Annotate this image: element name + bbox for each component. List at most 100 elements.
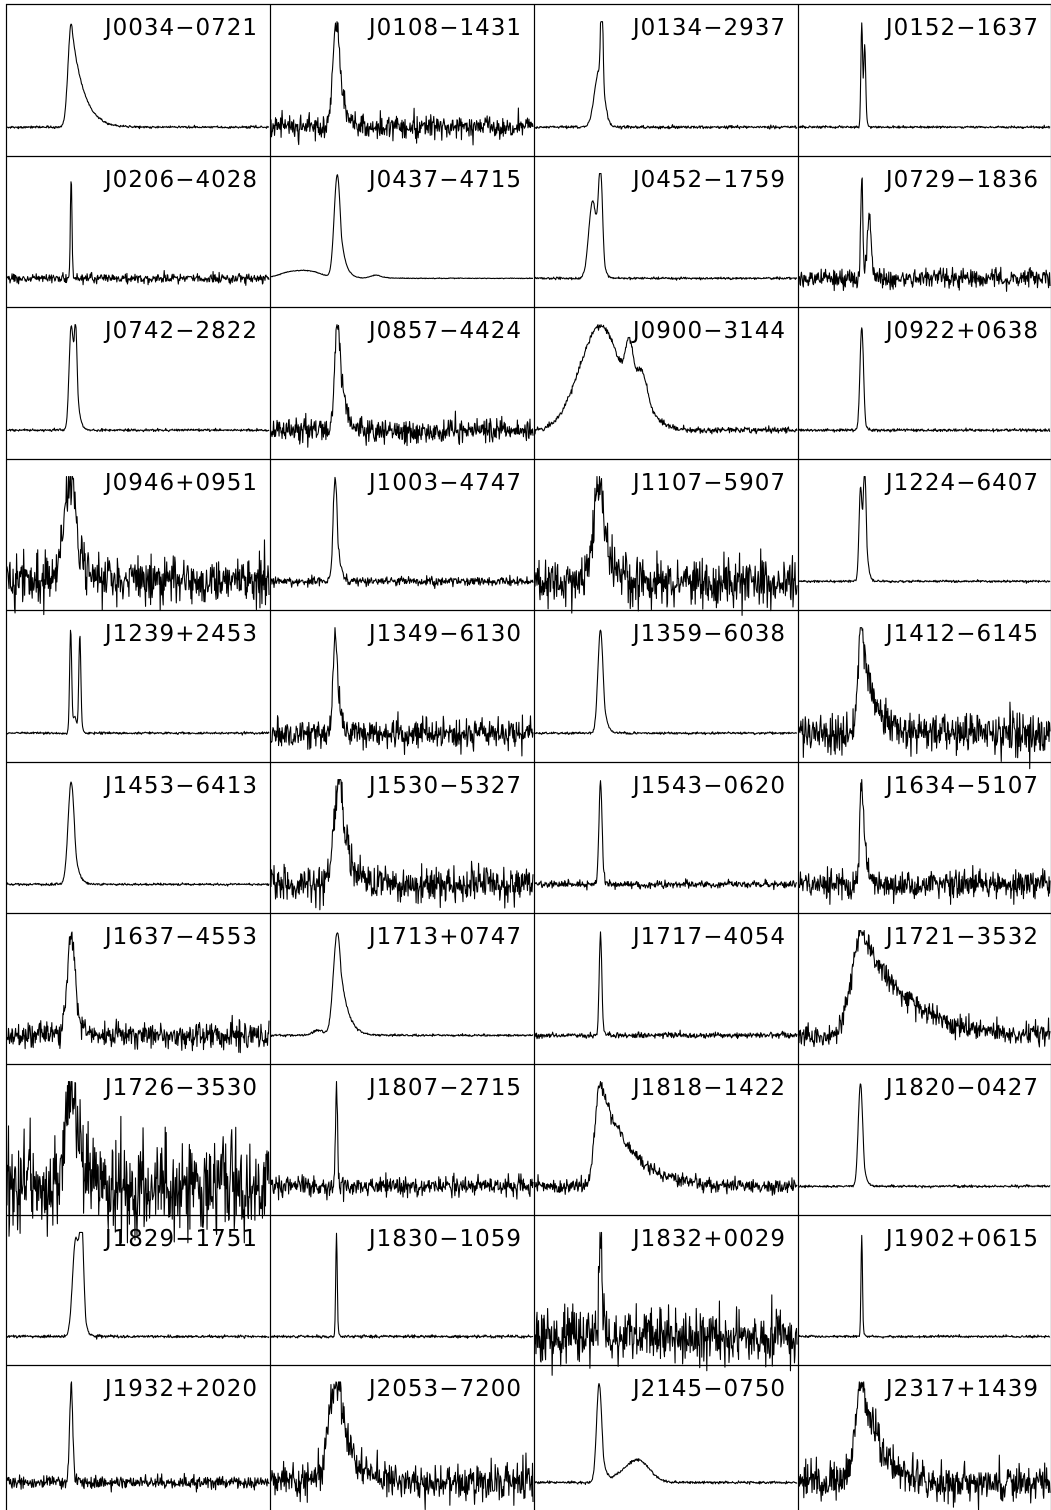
profile-panel: J1003−4747 — [270, 470, 534, 590]
profile-panel: J1453−6413 — [6, 773, 270, 887]
profile-line — [534, 476, 798, 616]
panel-label: J1807−2715 — [367, 1075, 522, 1101]
panel-label: J1224−6407 — [884, 470, 1039, 496]
profile-panel: J1349−6130 — [270, 621, 534, 757]
profile-line — [534, 780, 798, 891]
panel-label: J1530−5327 — [367, 773, 522, 799]
panel-label: J0437−4715 — [367, 167, 522, 193]
profile-line — [270, 932, 534, 1038]
panel-label: J1902+0615 — [884, 1226, 1039, 1252]
profile-line — [270, 779, 534, 911]
profile-panel: J1829−1751 — [6, 1226, 270, 1340]
profile-line — [534, 931, 798, 1040]
profile-line — [798, 627, 1051, 770]
panel-label: J1349−6130 — [367, 621, 522, 647]
profile-line — [798, 930, 1051, 1048]
profile-panel: J0152−1637 — [798, 15, 1051, 129]
panel-label: J0729−1836 — [884, 167, 1039, 193]
profile-line — [270, 21, 534, 146]
panel-label: J0922+0638 — [884, 318, 1039, 344]
panel-label: J1634−5107 — [884, 773, 1039, 799]
profile-panel: J1543−0620 — [534, 773, 798, 891]
panel-label: J0034−0721 — [103, 15, 258, 41]
panel-label: J1818−1422 — [631, 1075, 786, 1101]
panel-label: J0900−3144 — [631, 318, 786, 344]
profile-line — [270, 476, 534, 590]
profile-panel: J1932+2020 — [6, 1376, 270, 1493]
profile-panel: J1721−3532 — [798, 924, 1051, 1048]
panel-label: J1359−6038 — [631, 621, 786, 647]
profile-line — [798, 476, 1051, 584]
profile-line — [6, 1081, 270, 1244]
profile-panel: J1832+0029 — [534, 1226, 798, 1376]
profile-panel: J1830−1059 — [270, 1226, 534, 1339]
profile-panel: J2145−0750 — [534, 1376, 798, 1486]
profile-line — [6, 181, 270, 286]
panel-label: J1832+0029 — [631, 1226, 786, 1252]
profile-panel: J1107−5907 — [534, 470, 798, 616]
panel-label: J1717−4054 — [631, 924, 786, 950]
profile-panel: J0206−4028 — [6, 167, 270, 286]
profile-panel: J1713+0747 — [270, 924, 534, 1038]
profile-panel: J1359−6038 — [534, 621, 798, 736]
profile-panel: J1224−6407 — [798, 470, 1051, 584]
profile-panel: J0034−0721 — [6, 15, 270, 130]
profile-panel: J0134−2937 — [534, 15, 798, 130]
profile-panel: J0437−4715 — [270, 167, 534, 280]
profile-panel: J1634−5107 — [798, 773, 1051, 905]
profile-line — [798, 1234, 1051, 1339]
profile-panel: J1820−0427 — [798, 1075, 1051, 1189]
profile-line — [6, 324, 270, 433]
profile-panel: J2053−7200 — [270, 1376, 534, 1510]
profile-panel: J1902+0615 — [798, 1226, 1051, 1339]
panel-label: J1713+0747 — [367, 924, 522, 950]
panel-label: J1932+2020 — [103, 1376, 258, 1402]
profile-line — [534, 1383, 798, 1486]
profile-line — [6, 629, 270, 736]
panel-label: J2145−0750 — [631, 1376, 786, 1402]
profile-line — [270, 627, 534, 757]
profile-panel: J1637−4553 — [6, 924, 270, 1054]
profile-line — [798, 327, 1051, 433]
profile-line — [270, 1232, 534, 1339]
panel-label: J1453−6413 — [103, 773, 258, 799]
panel-label: J0857−4424 — [367, 318, 522, 344]
profile-panel: J1818−1422 — [534, 1075, 798, 1196]
panel-label: J1829−1751 — [103, 1226, 258, 1252]
profile-line — [6, 931, 270, 1054]
panel-label: J1239+2453 — [103, 621, 258, 647]
panel-label: J0152−1637 — [884, 15, 1039, 41]
profile-line — [534, 173, 798, 281]
profile-panel: J0900−3144 — [534, 318, 798, 435]
profile-line — [6, 23, 270, 130]
profile-panel: J2317+1439 — [798, 1376, 1051, 1510]
panel-label: J1412−6145 — [884, 621, 1039, 647]
profile-line — [798, 22, 1051, 129]
profile-line — [6, 476, 270, 616]
profile-panel: J1807−2715 — [270, 1075, 534, 1203]
panel-label: J0206−4028 — [103, 167, 258, 193]
profile-panel: J0452−1759 — [534, 167, 798, 281]
profile-line — [534, 21, 798, 130]
profile-panel: J0946+0951 — [6, 470, 270, 616]
panel-label: J2053−7200 — [367, 1376, 522, 1402]
profile-line — [534, 1231, 798, 1376]
profile-line — [534, 1081, 798, 1196]
panel-label: J1003−4747 — [367, 470, 522, 496]
panel-label: J2317+1439 — [884, 1376, 1039, 1402]
panel-label: J0452−1759 — [631, 167, 786, 193]
panel-label: J1721−3532 — [884, 924, 1039, 950]
panel-label: J0742−2822 — [103, 318, 258, 344]
profile-line — [534, 629, 798, 736]
panel-label: J1726−3530 — [103, 1075, 258, 1101]
profile-panel: J1726−3530 — [6, 1075, 270, 1244]
profile-panel: J0108−1431 — [270, 15, 534, 146]
profile-panel: J1530−5327 — [270, 773, 534, 911]
panel-label: J1637−4553 — [103, 924, 258, 950]
profile-panel: J0742−2822 — [6, 318, 270, 433]
profile-line — [798, 1381, 1051, 1510]
profile-line — [270, 324, 534, 448]
profile-line — [798, 779, 1051, 905]
panel-label: J0946+0951 — [103, 470, 258, 496]
panel-label: J0134−2937 — [631, 15, 786, 41]
